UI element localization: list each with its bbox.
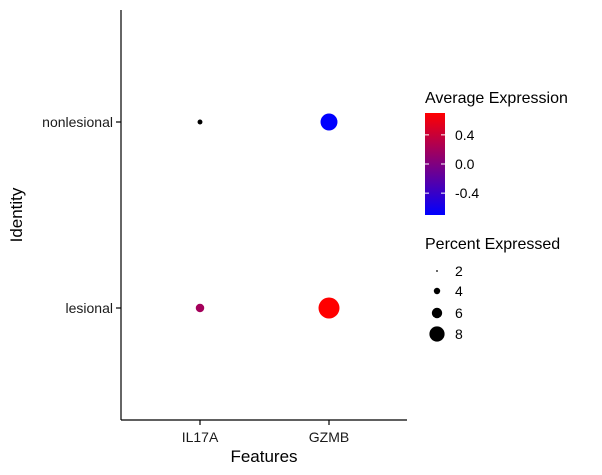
size-legend-label: 2 <box>455 263 463 279</box>
data-point <box>195 303 205 313</box>
size-legend-dot <box>436 270 438 272</box>
data-point <box>197 119 203 125</box>
color-legend-title: Average Expression <box>425 90 568 107</box>
data-point <box>320 113 338 131</box>
color-legend-bar <box>425 113 445 215</box>
size-legend-label: 6 <box>455 305 463 321</box>
size-legend-dot <box>431 307 443 319</box>
color-legend-label: -0.4 <box>455 185 479 201</box>
size-legend-label: 8 <box>455 326 463 342</box>
size-legend-label: 4 <box>455 283 463 299</box>
x-axis-title: Features <box>230 447 297 466</box>
size-legend-dot <box>433 287 441 295</box>
y-tick-label: nonlesional <box>42 114 113 130</box>
x-axis-ticks: IL17A GZMB <box>182 420 349 445</box>
x-tick-label: IL17A <box>182 429 219 445</box>
color-legend-ticks: 0.4 0.0 -0.4 <box>425 127 479 201</box>
color-legend-label: 0.0 <box>455 156 475 172</box>
x-tick-label: GZMB <box>309 429 349 445</box>
size-legend-title: Percent Expressed <box>425 236 560 253</box>
data-point <box>318 297 340 319</box>
size-legend-items: 2 4 6 8 <box>429 263 463 342</box>
data-points <box>195 113 340 319</box>
y-tick-label: lesional <box>66 300 113 316</box>
y-axis-title: Identity <box>7 187 26 242</box>
size-legend: Percent Expressed 2 4 6 8 <box>425 236 560 342</box>
size-legend-dot <box>429 326 445 342</box>
color-legend-label: 0.4 <box>455 127 475 143</box>
y-axis-ticks: lesional nonlesional <box>42 114 121 316</box>
color-legend: Average Expression 0.4 0.0 -0.4 <box>425 90 568 215</box>
